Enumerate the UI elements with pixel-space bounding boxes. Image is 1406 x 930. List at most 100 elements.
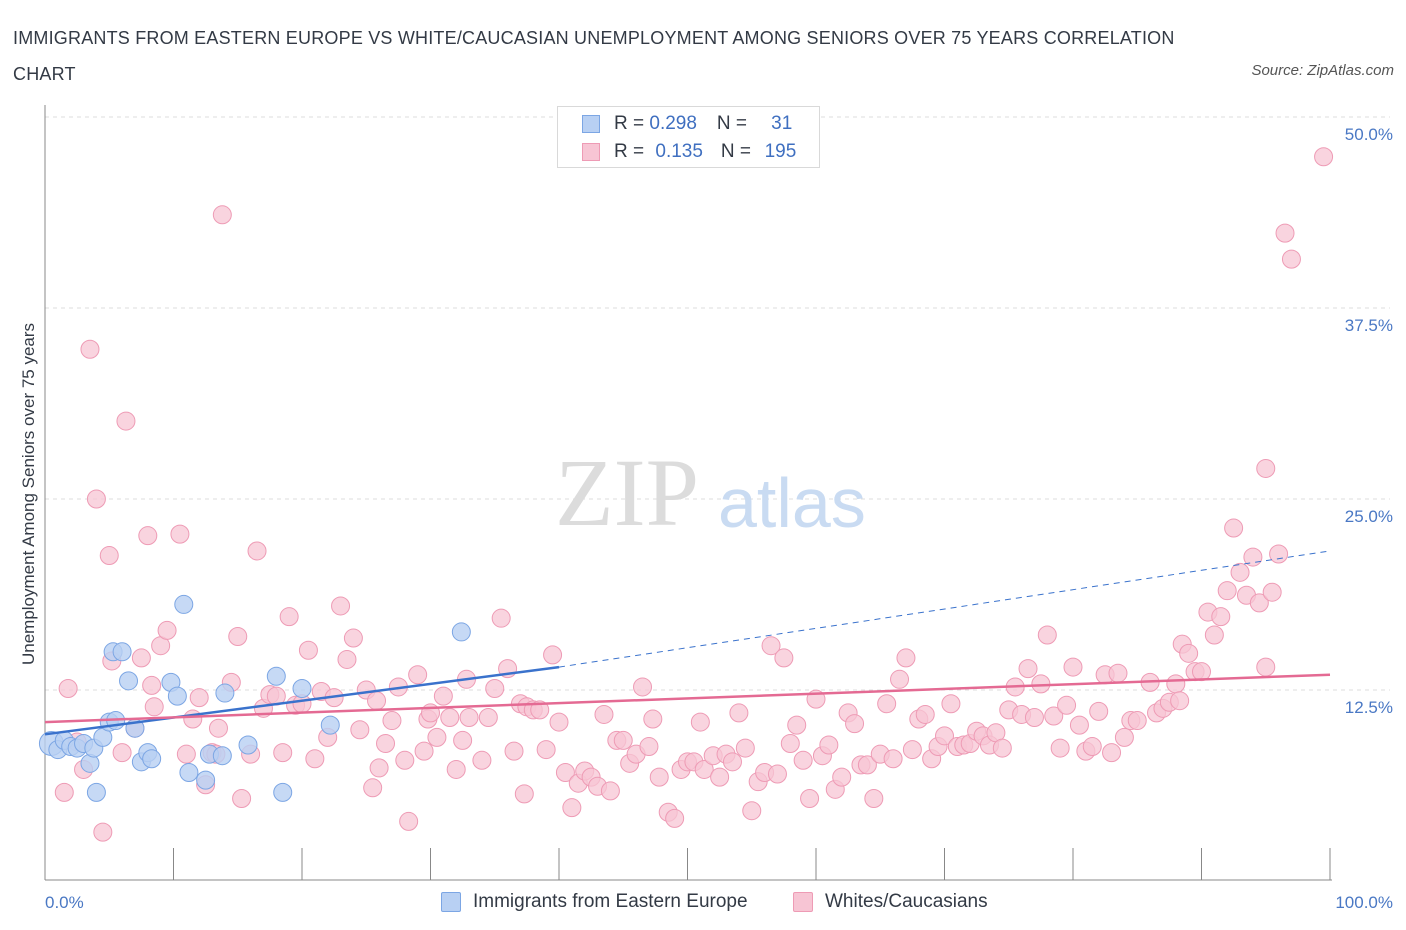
whites-caucasians-point [536, 740, 556, 760]
whites-caucasians-point [1256, 458, 1276, 478]
whites-caucasians-point [157, 620, 177, 640]
whites-caucasians-point [376, 733, 396, 753]
whites-caucasians-point [54, 782, 74, 802]
immigrants-eastern-europe-point [215, 683, 235, 703]
whites-caucasians-point [1082, 737, 1102, 757]
whites-caucasians-point [142, 675, 162, 695]
pink-swatch [582, 143, 600, 161]
whites-caucasians-point [208, 718, 228, 738]
whites-caucasians-point [298, 640, 318, 660]
whites-caucasians-point [183, 709, 203, 729]
whites-caucasians-point [780, 733, 800, 753]
whites-caucasians-point [1063, 657, 1083, 677]
whites-caucasians-point [478, 708, 498, 728]
whites-caucasians-point [543, 645, 563, 665]
whites-caucasians-point [80, 339, 100, 359]
r-value: 0.298 [649, 113, 697, 134]
whites-caucasians-point [639, 737, 659, 757]
whites-caucasians-point [369, 758, 389, 778]
blue-swatch [582, 115, 600, 133]
whites-caucasians-point [408, 665, 428, 685]
whites-caucasians-point [382, 711, 402, 731]
whites-caucasians-point [1127, 711, 1147, 731]
whites-caucasians-point [1050, 738, 1070, 758]
whites-caucasians-point [1262, 582, 1282, 602]
y-tick-labels: 12.5% 25.0% 37.5% 50.0% [1345, 125, 1393, 717]
whites-caucasians-point [273, 743, 293, 763]
whites-caucasians-point [1275, 223, 1295, 243]
immigrants-eastern-europe-point [119, 671, 139, 691]
y-tick-label: 12.5% [1345, 698, 1393, 717]
whites-caucasians-point [433, 686, 453, 706]
whites-caucasians-point [845, 714, 865, 734]
whites-caucasians-point [800, 788, 820, 808]
whites-caucasians-point [613, 730, 633, 750]
whites-caucasians-point [131, 648, 151, 668]
whites-caucasians-point [1069, 715, 1089, 735]
whites-caucasians-point [787, 715, 807, 735]
whites-caucasians-point [1108, 663, 1128, 683]
whites-caucasians-point [93, 822, 113, 842]
whites-caucasians-point [649, 767, 669, 787]
whites-caucasians-point [594, 704, 614, 724]
immigrants-eastern-europe-points [38, 594, 471, 802]
whites-caucasians-point [395, 750, 415, 770]
whites-caucasians-point [343, 628, 363, 648]
whites-caucasians-point [112, 743, 132, 763]
immigrants-eastern-europe-point [266, 666, 286, 686]
whites-caucasians-point [555, 763, 575, 783]
whites-caucasians-point [774, 648, 794, 668]
whites-caucasians-point [1269, 544, 1289, 564]
whites-caucasians-point [247, 541, 267, 561]
n-value: 31 [771, 113, 793, 134]
whites-caucasians-point [761, 636, 781, 656]
whites-caucasians-point [890, 669, 910, 689]
y-axis-label: Unemployment Among Seniors over 75 years [19, 323, 38, 665]
immigrants-eastern-europe-point [212, 746, 232, 766]
whites-caucasians-point [485, 678, 505, 698]
whites-caucasians-point [992, 738, 1012, 758]
legend-label-immigrants: Immigrants from Eastern Europe [473, 891, 748, 912]
whites-caucasians-point [864, 788, 884, 808]
legend-item-immigrants: Immigrants from Eastern Europe [441, 888, 748, 916]
whites-caucasians-point [514, 784, 534, 804]
whites-caucasians-point [690, 712, 710, 732]
whites-caucasians-point [116, 411, 136, 431]
legend-swatch-blue [441, 892, 461, 912]
immigrants-trend-line [44, 665, 560, 736]
immigrants-eastern-europe-point [179, 763, 199, 783]
whites-caucasians-point [446, 759, 466, 779]
whites-caucasians-point [414, 741, 434, 761]
watermark-atlas: atlas [718, 464, 866, 542]
n-label: N = [716, 113, 753, 134]
whites-caucasians-point [562, 798, 582, 818]
whites-caucasians-point [1249, 593, 1269, 613]
whites-caucasians-point [549, 712, 569, 732]
whites-caucasians-point [915, 704, 935, 724]
grid-lines [45, 116, 1390, 691]
whites-caucasians-point [1204, 625, 1224, 645]
whites-caucasians-point [710, 767, 730, 787]
whites-caucasians-point [1102, 743, 1122, 763]
whites-caucasians-point [86, 489, 106, 509]
whites-caucasians-point [331, 596, 351, 616]
whites-caucasians-point [170, 524, 190, 544]
whites-caucasians-point [729, 703, 749, 723]
whites-caucasians-point [232, 788, 252, 808]
whites-caucasians-point [1314, 147, 1334, 167]
whites-caucasians-point [722, 752, 742, 772]
whites-caucasians-point [350, 720, 370, 740]
whites-caucasians-point [665, 808, 685, 828]
whites-caucasians-point [305, 749, 325, 769]
whites-caucasians-point [472, 750, 492, 770]
whites-caucasians-point [1031, 674, 1051, 694]
immigrants-eastern-europe-point [273, 782, 293, 802]
whites-caucasians-point [399, 811, 419, 831]
r-label: R = [614, 141, 650, 162]
whites-caucasians-point [99, 546, 119, 566]
immigrants-eastern-europe-point [174, 594, 194, 614]
legend-swatch-pink [793, 892, 813, 912]
n-label: N = [720, 141, 757, 162]
whites-caucasians-point [819, 735, 839, 755]
whites-caucasians-point [363, 778, 383, 798]
